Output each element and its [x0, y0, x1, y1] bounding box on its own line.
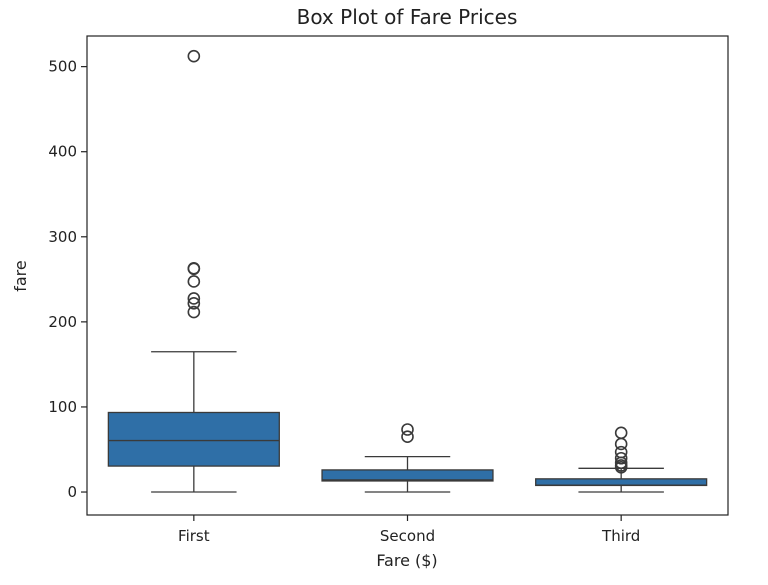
iqr-box: [535, 478, 708, 487]
box-group-second: [321, 423, 494, 493]
y-tick-label: 0: [67, 483, 77, 501]
y-tick-label: 200: [48, 313, 77, 331]
x-axis: First Second Third: [178, 515, 640, 545]
y-axis: 0 100 200 300 400 500: [48, 58, 87, 501]
outlier-point: [614, 445, 628, 459]
chart-title: Box Plot of Fare Prices: [297, 5, 518, 29]
outlier-point: [187, 297, 201, 310]
outlier-point: [187, 292, 201, 305]
x-tick-label: Third: [601, 527, 640, 545]
iqr-box: [321, 469, 494, 482]
y-tick-label: 400: [48, 143, 77, 161]
x-tick-label: First: [178, 527, 210, 545]
plot-area: [107, 49, 708, 493]
iqr-box: [107, 411, 280, 467]
outlier-point: [187, 275, 201, 288]
y-tick-label: 500: [48, 58, 77, 76]
x-axis-label: Fare ($): [376, 551, 437, 570]
box-group-third: [535, 426, 708, 493]
outlier-point: [614, 451, 628, 465]
outlier-point: [401, 423, 414, 436]
outlier-point: [187, 305, 201, 319]
y-tick-label: 300: [48, 228, 77, 246]
outlier-point: [401, 430, 414, 444]
box-group-first: [107, 49, 280, 493]
outlier-point: [187, 261, 201, 275]
outlier-point: [187, 49, 201, 63]
y-axis-label: fare: [11, 260, 30, 292]
y-tick-label: 100: [48, 398, 77, 416]
outlier-point: [614, 426, 628, 440]
x-tick-label: Second: [380, 527, 435, 545]
outlier-point: [614, 437, 628, 451]
